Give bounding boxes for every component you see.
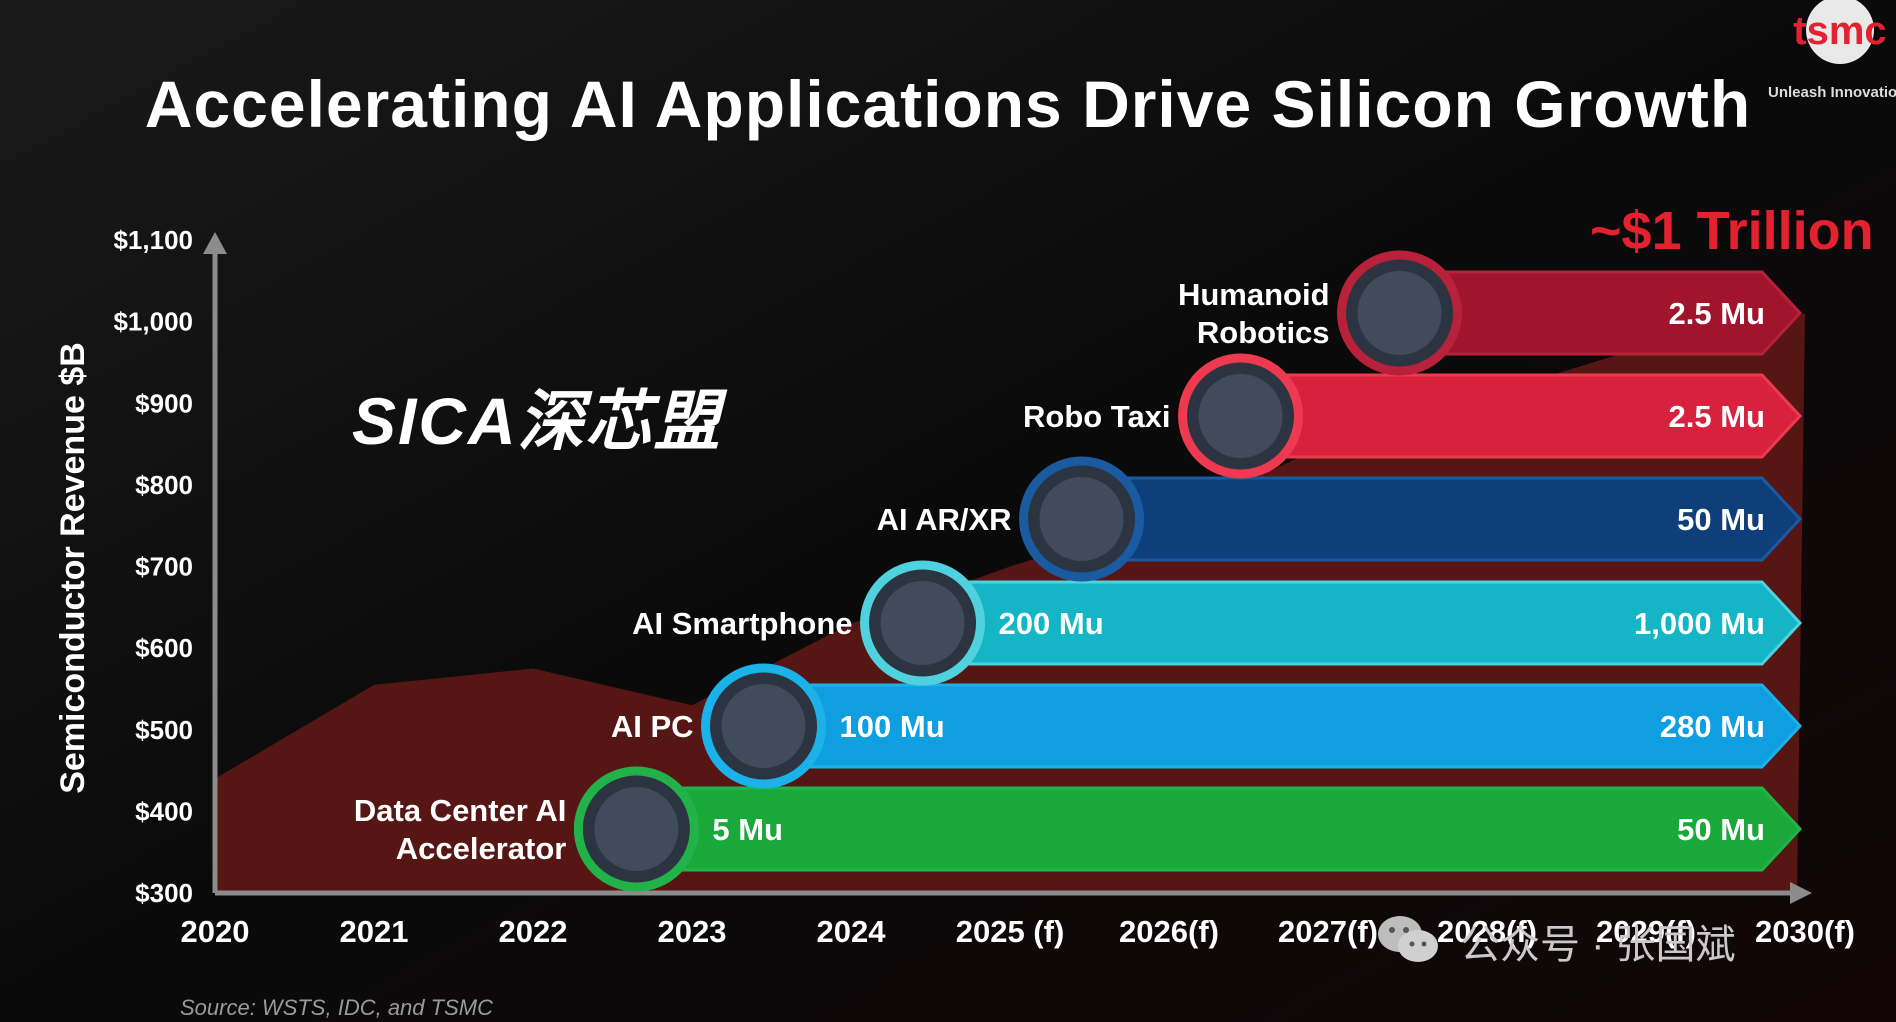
- trillion-annotation: ~$1 Trillion: [1590, 201, 1874, 261]
- page-title: Accelerating AI Applications Drive Silic…: [144, 67, 1752, 141]
- application-bar: 2.5 Mu Robo Taxi: [1023, 353, 1803, 479]
- application-image-inner: [1039, 477, 1124, 561]
- y-tick-label: $1,100: [113, 225, 193, 255]
- application-image-inner: [721, 684, 806, 768]
- logo-tagline: Unleash Innovation: [1768, 84, 1896, 101]
- end-units-label: 280 Mu: [1660, 709, 1765, 744]
- application-bar: 200 Mu 1,000 Mu AI Smartphone: [632, 560, 1803, 686]
- x-tick-label: 2022: [499, 914, 568, 949]
- x-tick-label: 2030(f): [1755, 914, 1855, 949]
- y-axis-arrow: [203, 232, 227, 254]
- application-label: Robotics: [1197, 315, 1330, 350]
- end-units-label: 2.5 Mu: [1669, 296, 1765, 331]
- start-units-label: 200 Mu: [999, 606, 1104, 641]
- x-tick-label: 2023: [658, 914, 727, 949]
- x-tick-label: 2025 (f): [956, 914, 1065, 949]
- tsmc-logo: tsmc: [1793, 0, 1887, 64]
- y-tick-label: $500: [135, 715, 193, 745]
- y-tick-label: $300: [135, 878, 193, 908]
- y-tick-label: $600: [135, 633, 193, 663]
- end-units-label: 2.5 Mu: [1669, 399, 1765, 434]
- y-tick-label: $700: [135, 552, 193, 582]
- application-label: AI Smartphone: [632, 606, 852, 641]
- wechat-label: 公众号 · 张国斌: [1460, 923, 1736, 967]
- x-tick-label: 2024: [817, 914, 887, 949]
- sica-watermark: SICA深芯盟: [352, 384, 722, 458]
- x-tick-label: 2026(f): [1119, 914, 1219, 949]
- application-label: Data Center AI: [354, 793, 566, 828]
- application-image-inner: [594, 787, 679, 871]
- application-label: AI PC: [611, 709, 694, 744]
- application-label: AI AR/XR: [877, 502, 1012, 537]
- application-label: Robo Taxi: [1023, 399, 1171, 434]
- start-units-label: 100 Mu: [840, 709, 945, 744]
- application-label: Humanoid: [1178, 277, 1330, 312]
- y-tick-label: $1,000: [113, 307, 193, 337]
- application-image-inner: [1357, 271, 1442, 355]
- y-tick-label: $900: [135, 388, 193, 418]
- y-tick-label: $800: [135, 470, 193, 500]
- y-axis-title: Semiconductor Revenue $B: [54, 342, 92, 794]
- x-tick-label: 2028(f): [1437, 914, 1537, 949]
- application-arrow: [634, 786, 1803, 872]
- x-axis-arrow: [1790, 882, 1812, 904]
- x-tick-label: 2027(f): [1278, 914, 1378, 949]
- application-bar: 100 Mu 280 Mu AI PC: [611, 663, 1803, 789]
- end-units-label: 1,000 Mu: [1634, 606, 1765, 641]
- x-tick-label: 2029(f): [1596, 914, 1696, 949]
- end-units-label: 50 Mu: [1677, 812, 1765, 847]
- tsmc-logo-text: tsmc: [1793, 9, 1886, 53]
- application-label: Accelerator: [396, 831, 567, 866]
- x-tick-label: 2020: [181, 914, 250, 949]
- application-bar: 50 Mu AI AR/XR: [877, 456, 1803, 582]
- source-note: Source: WSTS, IDC, and TSMC: [180, 995, 493, 1020]
- end-units-label: 50 Mu: [1677, 502, 1765, 537]
- application-image-inner: [1198, 374, 1283, 458]
- y-tick-label: $400: [135, 796, 193, 826]
- x-tick-label: 2021: [340, 914, 409, 949]
- wechat-icon: [1378, 916, 1438, 962]
- start-units-label: 5 Mu: [712, 812, 783, 847]
- application-image-inner: [880, 581, 965, 665]
